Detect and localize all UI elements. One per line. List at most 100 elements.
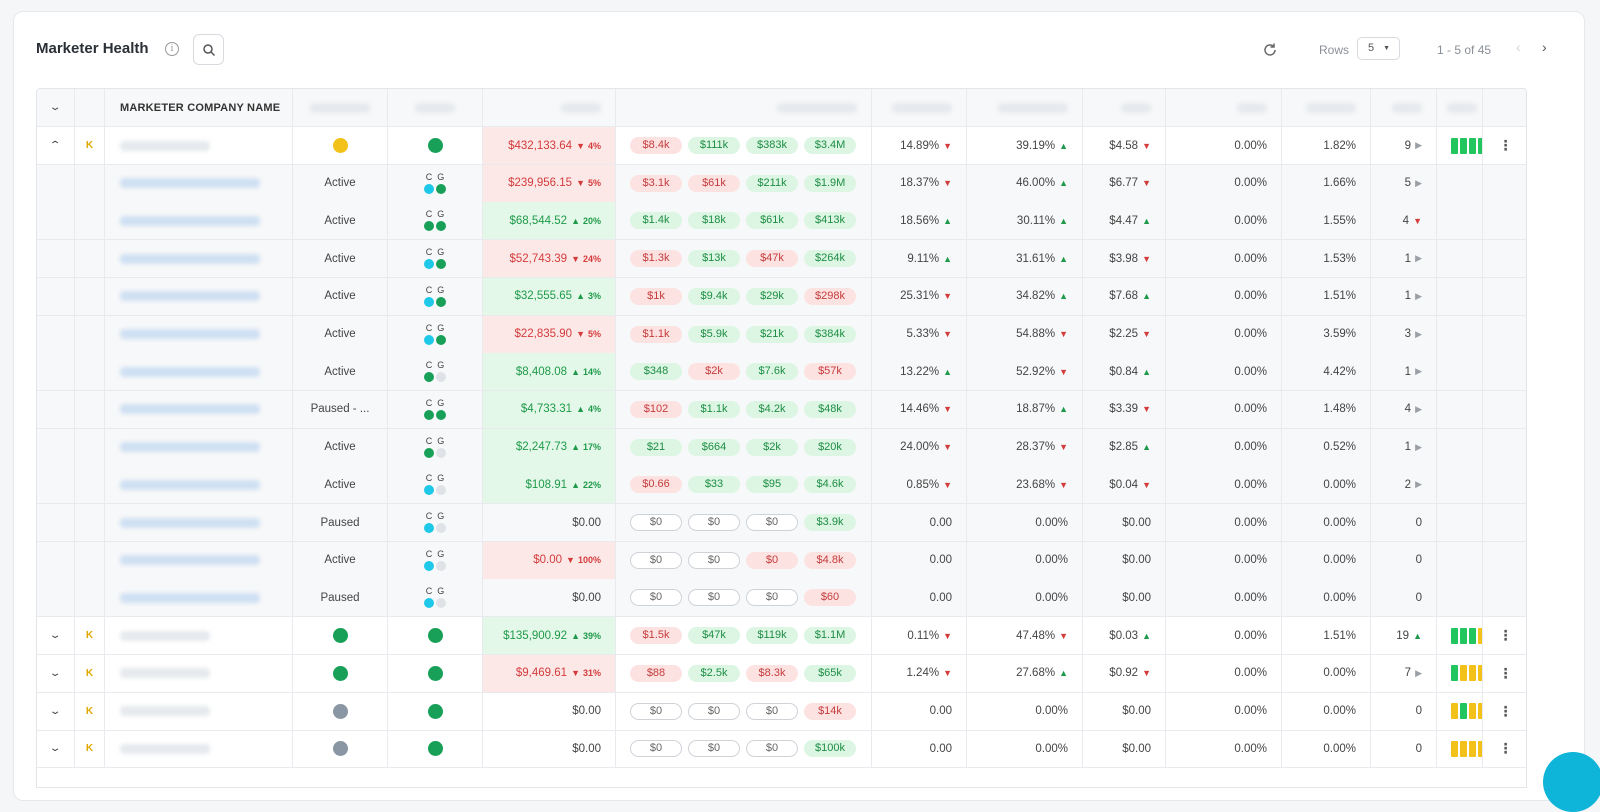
chevron-down-icon[interactable]: ⌄ xyxy=(49,667,62,679)
company-name-cell[interactable] xyxy=(105,127,293,164)
company-name-cell[interactable] xyxy=(105,390,293,428)
revenue-change-pct: 100% xyxy=(577,555,601,566)
revenue-cell: $2,247.73 ▲ 17% xyxy=(483,428,616,466)
header-trend[interactable] xyxy=(1437,89,1483,126)
header-spend-buckets[interactable] xyxy=(616,89,872,126)
company-name-cell[interactable] xyxy=(105,353,293,391)
company-name-redacted[interactable] xyxy=(120,215,260,226)
info-icon[interactable]: i xyxy=(165,42,179,56)
badge-cell: K xyxy=(75,617,105,655)
company-name-redacted[interactable] xyxy=(120,479,260,490)
g-dot xyxy=(436,183,446,194)
prev-page-icon[interactable]: ‹ xyxy=(1516,39,1521,55)
company-name-redacted[interactable] xyxy=(120,404,260,415)
chevron-up-icon[interactable]: ⌃ xyxy=(49,140,62,151)
header-health[interactable] xyxy=(388,89,483,126)
metric-value: 0.00% xyxy=(1234,441,1267,454)
company-name-cell[interactable] xyxy=(105,579,293,617)
company-name-cell[interactable] xyxy=(105,164,293,202)
more-options-icon[interactable]: ⋮ xyxy=(1498,627,1513,644)
company-name-cell[interactable] xyxy=(105,504,293,541)
company-name-redacted[interactable] xyxy=(120,366,260,377)
actions-cell[interactable]: ⋮ xyxy=(1483,693,1526,730)
header-metric-5[interactable] xyxy=(1282,89,1371,126)
expand-cell[interactable]: ⌄ xyxy=(37,654,75,692)
company-name-cell[interactable] xyxy=(105,428,293,466)
company-name-redacted[interactable] xyxy=(120,329,260,339)
revenue-amount: $8,408.08 xyxy=(515,365,568,378)
metric-value: 0.00 xyxy=(929,742,952,755)
metric-5-cell: 0.00% xyxy=(1282,654,1371,692)
trend-down-icon: ▼ xyxy=(1142,668,1151,679)
trend-down-icon: ▼ xyxy=(943,668,952,679)
company-name-cell[interactable] xyxy=(105,617,293,655)
health-bars xyxy=(1437,703,1482,719)
revenue-amount: $239,956.15 xyxy=(508,177,573,190)
metric-6-cell: 4 ▼ xyxy=(1371,202,1437,240)
expand-cell[interactable]: ⌄ xyxy=(37,617,75,655)
metric-4-cell: 0.00% xyxy=(1166,730,1282,768)
metric-2-cell: 27.68% ▲ xyxy=(967,654,1083,692)
expand-all-toggle[interactable]: ⌄ xyxy=(37,89,75,126)
header-metric-6[interactable] xyxy=(1371,89,1437,126)
metric-5-cell: 1.48% xyxy=(1282,390,1371,428)
spend-pill: $95 xyxy=(746,476,798,494)
expand-cell[interactable]: ⌄ xyxy=(37,730,75,768)
cg-dots xyxy=(423,334,447,345)
company-name-redacted[interactable] xyxy=(120,253,260,264)
trend-up-icon: ▲ xyxy=(1059,668,1068,679)
c-dot xyxy=(424,485,434,496)
company-name-redacted[interactable] xyxy=(120,291,260,302)
cg-dots xyxy=(423,296,447,307)
company-name-redacted[interactable] xyxy=(120,178,260,189)
chevron-down-icon[interactable]: ⌄ xyxy=(49,743,62,755)
actions-cell[interactable]: ⋮ xyxy=(1483,617,1526,654)
header-company-name[interactable]: MARKETER COMPANY NAME xyxy=(105,89,293,126)
marketer-row: ⌃ K $432,133.64 ▼ 4% $8.4k $111k $383k $3.4M 14.8… xyxy=(37,127,1526,165)
actions-cell xyxy=(1483,240,1526,277)
expand-cell xyxy=(37,579,75,617)
company-name-cell[interactable] xyxy=(105,654,293,692)
more-options-icon[interactable]: ⋮ xyxy=(1498,137,1513,153)
company-name-redacted[interactable] xyxy=(120,517,260,528)
header-metric-1[interactable] xyxy=(872,89,967,126)
chevron-down-icon[interactable]: ⌄ xyxy=(49,630,62,642)
company-name-redacted[interactable] xyxy=(120,592,260,603)
company-name-redacted[interactable] xyxy=(120,555,260,566)
company-name-cell[interactable] xyxy=(105,240,293,278)
actions-cell[interactable]: ⋮ xyxy=(1483,127,1526,164)
chevron-down-icon[interactable]: ⌄ xyxy=(49,705,62,717)
revenue-change-pct: 39% xyxy=(582,630,601,641)
spend-pill: $664 xyxy=(688,438,740,456)
actions-cell[interactable]: ⋮ xyxy=(1483,655,1526,692)
metric-value: 0.00% xyxy=(1234,591,1267,604)
more-options-icon[interactable]: ⋮ xyxy=(1498,702,1513,719)
expand-cell[interactable]: ⌃ xyxy=(37,127,75,164)
next-page-icon[interactable]: › xyxy=(1542,39,1547,55)
company-name-cell[interactable] xyxy=(105,315,293,353)
header-revenue[interactable] xyxy=(483,89,616,126)
trend-down-icon: ▼ xyxy=(1059,479,1068,490)
company-name-cell[interactable] xyxy=(105,277,293,315)
more-options-icon[interactable]: ⋮ xyxy=(1498,664,1513,681)
refresh-icon[interactable] xyxy=(1262,42,1278,58)
search-button[interactable] xyxy=(193,34,224,65)
rows-per-page-select[interactable]: 5 ▼ xyxy=(1357,37,1400,60)
header-metric-3[interactable] xyxy=(1083,89,1166,126)
more-options-icon[interactable]: ⋮ xyxy=(1498,740,1513,757)
company-name-redacted[interactable] xyxy=(120,442,260,453)
header-metric-4[interactable] xyxy=(1166,89,1282,126)
company-name-cell[interactable] xyxy=(105,541,293,579)
help-chat-button[interactable] xyxy=(1543,752,1600,812)
company-name-cell[interactable] xyxy=(105,692,293,730)
expand-cell[interactable]: ⌄ xyxy=(37,692,75,730)
metric-value: 14.89% xyxy=(900,139,940,152)
company-name-cell[interactable] xyxy=(105,730,293,768)
company-name-cell[interactable] xyxy=(105,202,293,240)
cg-labels: CG xyxy=(425,360,450,371)
company-name-cell[interactable] xyxy=(105,466,293,504)
header-metric-2[interactable] xyxy=(967,89,1083,126)
actions-cell[interactable]: ⋮ xyxy=(1483,730,1526,767)
cg-dots xyxy=(423,523,447,533)
header-status[interactable] xyxy=(293,89,388,126)
